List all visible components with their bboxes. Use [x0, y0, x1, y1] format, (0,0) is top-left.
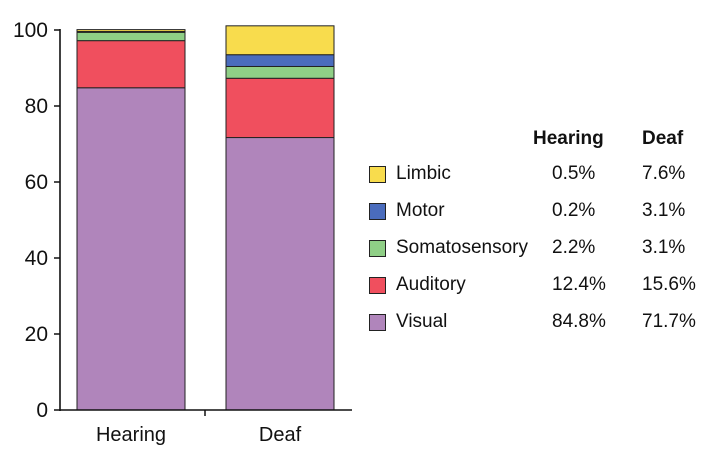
legend-row-visual: Visual 84.8% 71.7% [368, 306, 708, 343]
legend-label: Somatosensory [396, 237, 529, 258]
deaf-value: 7.6% [642, 163, 686, 184]
deaf-value: 15.6% [642, 274, 696, 295]
y-tick-label: 20 [25, 323, 48, 346]
bar-segment-hearing-limbic [76, 29, 186, 33]
deaf-value: 3.1% [642, 200, 686, 221]
y-tick-label: 60 [25, 171, 48, 194]
hearing-value: 0.5% [552, 163, 596, 184]
header-hearing: Hearing [533, 128, 604, 149]
legend-header: Hearing Deaf [368, 128, 708, 158]
legend-label: Limbic [396, 163, 451, 184]
hearing-value: 2.2% [552, 237, 596, 258]
hearing-value: 12.4% [552, 274, 606, 295]
bar-segment-deaf-somatosensory [225, 65, 335, 79]
legend-label: Auditory [396, 274, 466, 295]
legend-row-somatosensory: Somatosensory 2.2% 3.1% [368, 232, 708, 269]
bar-segment-deaf-limbic [225, 25, 335, 56]
bar-segment-deaf-motor [225, 54, 335, 67]
somatosensory-swatch [369, 240, 386, 257]
deaf-value: 71.7% [642, 311, 696, 332]
x-category-label: Hearing [96, 424, 166, 446]
bar-segment-hearing-somatosensory [76, 31, 186, 42]
hearing-value: 0.2% [552, 200, 596, 221]
header-deaf: Deaf [642, 128, 684, 149]
bar-segment-hearing-auditory [76, 40, 186, 89]
y-tick-label: 40 [25, 247, 48, 270]
y-tick-label: 80 [25, 95, 48, 118]
motor-swatch [369, 203, 386, 220]
legend-label: Visual [396, 311, 448, 332]
axes [54, 29, 352, 416]
bar-segment-deaf-visual [225, 137, 335, 411]
x-category-label: Deaf [259, 424, 302, 446]
limbic-swatch [369, 166, 386, 183]
legend-table: Hearing Deaf Limbic 0.5% 7.6% Motor 0.2%… [368, 128, 708, 343]
bar-group [76, 25, 335, 411]
bar-segment-deaf-auditory [225, 77, 335, 139]
legend-label: Motor [396, 200, 445, 221]
legend-row-motor: Motor 0.2% 3.1% [368, 195, 708, 232]
stacked-bar-chart: 0 20 40 60 80 100 Hearing Deaf [13, 19, 352, 446]
bar-segment-hearing-visual [76, 87, 186, 411]
legend-row-limbic: Limbic 0.5% 7.6% [368, 158, 708, 195]
deaf-value: 3.1% [642, 237, 686, 258]
legend-row-auditory: Auditory 12.4% 15.6% [368, 269, 708, 306]
auditory-swatch [369, 277, 386, 294]
axis-labels: 0 20 40 60 80 100 Hearing Deaf [13, 19, 302, 446]
y-tick-label: 0 [36, 399, 48, 422]
visual-swatch [369, 314, 386, 331]
y-tick-label: 100 [13, 19, 48, 42]
hearing-value: 84.8% [552, 311, 606, 332]
